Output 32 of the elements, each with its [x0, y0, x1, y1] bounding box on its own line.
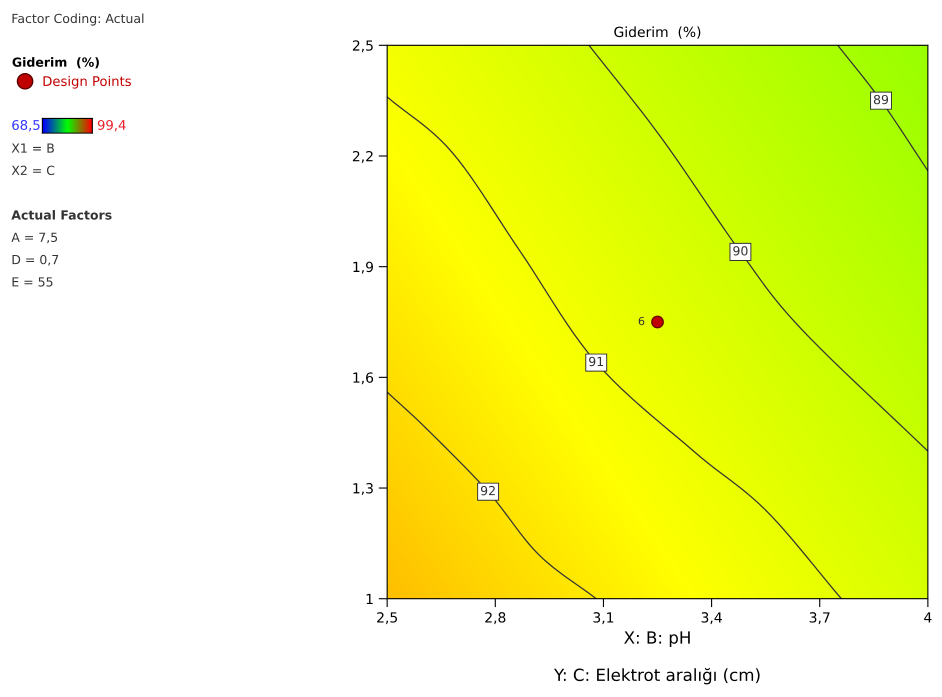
y-tick-label: 1,6	[353, 372, 374, 384]
text: Actual Factors	[11, 210, 112, 220]
point	[651, 316, 664, 328]
y-tick-label: 2,2	[352, 150, 373, 163]
y-tick-label: 1	[366, 594, 373, 604]
x-tick-label: 3,7	[810, 612, 830, 624]
text: A = 7,5	[11, 232, 58, 244]
text: 68,5	[12, 120, 40, 132]
y-tick-label: 2,5	[352, 40, 373, 52]
text: D = 0,7	[12, 254, 58, 266]
x-tick-label: 3,4	[702, 612, 722, 624]
text: Factor Coding: Actual	[12, 13, 144, 26]
x-tick-label: 2,8	[485, 612, 506, 624]
annotation: 90	[733, 246, 748, 256]
legend-title: Giderim (%)	[12, 57, 99, 68]
text: X2 = C	[12, 166, 54, 176]
annotation: 92	[480, 486, 495, 496]
text: E = 55	[12, 277, 52, 287]
text: Y: C: Elektrot aralığı (cm)	[554, 668, 760, 684]
x-axis-title: X: B: pH	[624, 631, 690, 648]
y-tick-label: 1,9	[353, 262, 373, 274]
annotation: 89	[874, 94, 888, 104]
legend-label: Design Points	[44, 76, 131, 89]
x-tick-label: 4	[924, 612, 932, 622]
annotation: 6	[638, 316, 644, 326]
text: X1 = B	[12, 143, 54, 153]
x-tick-label: 2,5	[377, 612, 397, 624]
annotation: 91	[589, 356, 604, 366]
x-tick-label: 3,1	[593, 612, 614, 624]
y-tick-label: 1,3	[353, 483, 373, 495]
text: 99,4	[98, 120, 126, 132]
chart-title: Giderim (%)	[614, 26, 700, 39]
